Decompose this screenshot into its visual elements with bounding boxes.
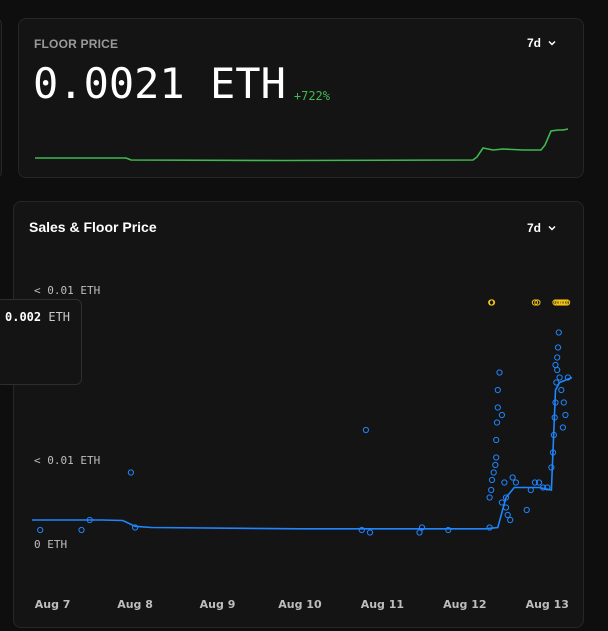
sale-point[interactable]: [531, 479, 539, 486]
sale-point[interactable]: [535, 479, 543, 486]
floor-price-line: [32, 376, 573, 530]
sale-point[interactable]: [552, 399, 559, 406]
sale-point[interactable]: [502, 504, 510, 511]
sale-point[interactable]: [549, 449, 557, 456]
x-tick-label: Aug 8: [117, 598, 153, 611]
sale-point[interactable]: [490, 469, 497, 476]
sale-point[interactable]: [523, 506, 530, 514]
tooltip-value: 0.002: [5, 310, 42, 324]
sale-point[interactable]: [493, 419, 501, 426]
sale-point[interactable]: [509, 474, 516, 481]
chart-tooltip: 0.002 ETH: [0, 299, 82, 385]
x-tick-label: Aug 7: [35, 598, 71, 611]
x-tick-label: Aug 9: [200, 598, 236, 611]
listing-point[interactable]: [531, 299, 539, 306]
sale-point[interactable]: [486, 494, 493, 501]
sale-point[interactable]: [554, 354, 561, 361]
sale-point[interactable]: [494, 386, 501, 394]
sale-point[interactable]: [554, 366, 561, 374]
tooltip-unit: ETH: [48, 310, 71, 324]
floor-price-title: FLOOR PRICE: [34, 37, 119, 51]
sale-point[interactable]: [550, 431, 558, 439]
x-tick-label: Aug 10: [278, 598, 322, 611]
sale-point[interactable]: [504, 511, 511, 519]
sale-point[interactable]: [564, 374, 572, 381]
floor-price-card: FLOOR PRICE 7d 0.0021 ETH +722%: [18, 18, 584, 178]
sales-period-label: 7d: [526, 221, 541, 235]
floor-price-change: +722%: [293, 89, 330, 103]
sale-point[interactable]: [496, 369, 503, 376]
sale-point[interactable]: [494, 404, 501, 411]
floor-period-label: 7d: [526, 36, 541, 50]
sale-point[interactable]: [493, 454, 500, 461]
sale-point[interactable]: [560, 399, 567, 406]
sale-point[interactable]: [498, 411, 505, 419]
sale-point[interactable]: [507, 516, 514, 524]
sale-point[interactable]: [418, 524, 426, 531]
sale-point[interactable]: [366, 529, 374, 536]
sale-point[interactable]: [544, 484, 551, 491]
sale-point[interactable]: [501, 479, 508, 486]
y-tick-label: < 0.01 ETH: [34, 454, 100, 467]
sale-point[interactable]: [556, 374, 563, 381]
chevron-down-icon: [548, 40, 556, 46]
sale-point[interactable]: [559, 424, 567, 431]
left-panel-edge: [0, 18, 2, 178]
chevron-down-icon: [548, 225, 556, 231]
listing-point[interactable]: [534, 299, 541, 306]
sale-point[interactable]: [486, 524, 493, 531]
sale-point[interactable]: [554, 344, 562, 351]
y-tick-label: < 0.01 ETH: [34, 284, 100, 297]
sale-point[interactable]: [553, 379, 560, 386]
sale-point[interactable]: [498, 499, 505, 506]
sales-period-select[interactable]: 7d: [527, 221, 557, 235]
sale-point[interactable]: [552, 361, 559, 369]
floor-sparkline: [35, 128, 569, 162]
sale-point[interactable]: [488, 486, 495, 494]
x-tick-label: Aug 11: [361, 598, 404, 611]
sales-chart-title: Sales & Floor Price: [29, 219, 157, 235]
sale-point[interactable]: [502, 494, 510, 501]
sale-point[interactable]: [445, 526, 452, 534]
sale-point[interactable]: [492, 461, 499, 469]
sale-point[interactable]: [555, 329, 562, 336]
sale-point[interactable]: [558, 386, 565, 394]
sale-point[interactable]: [37, 526, 44, 534]
sale-point[interactable]: [416, 529, 423, 536]
sale-point[interactable]: [512, 479, 519, 486]
listing-point[interactable]: [564, 299, 571, 306]
sale-point[interactable]: [78, 526, 85, 534]
sales-floor-chart[interactable]: < 0.01 ETH ETH < 0.01 ETH 0 ETH Aug 7 Aug 8 Au…: [14, 202, 585, 629]
floor-price-value: 0.0021 ETH: [33, 59, 286, 108]
sale-point[interactable]: [493, 436, 500, 444]
sale-point[interactable]: [488, 476, 496, 484]
listing-point[interactable]: [488, 299, 496, 306]
sale-point[interactable]: [358, 526, 365, 534]
sale-point[interactable]: [132, 524, 139, 531]
sales-floor-card: Sales & Floor Price 7d < 0.01 ETHETH< 0.…: [13, 201, 584, 628]
sale-point[interactable]: [540, 484, 547, 491]
x-tick-label: Aug 12: [443, 598, 486, 611]
sale-point[interactable]: [527, 486, 534, 494]
y-tick-label: 0 ETH: [34, 538, 67, 551]
floor-sparkline-path: [35, 128, 569, 162]
sale-point[interactable]: [86, 516, 93, 524]
floor-period-select[interactable]: 7d: [527, 36, 557, 50]
sale-point[interactable]: [548, 464, 555, 471]
sale-point[interactable]: [127, 469, 135, 476]
sale-point[interactable]: [362, 426, 369, 434]
floor-value-row: 0.0021 ETH +722%: [33, 63, 330, 105]
listing-point[interactable]: [562, 299, 569, 306]
sale-point[interactable]: [551, 414, 558, 421]
x-tick-label: Aug 13: [526, 598, 569, 611]
sale-point[interactable]: [562, 411, 569, 419]
tooltip-value-row: 0.002 ETH: [5, 310, 70, 324]
